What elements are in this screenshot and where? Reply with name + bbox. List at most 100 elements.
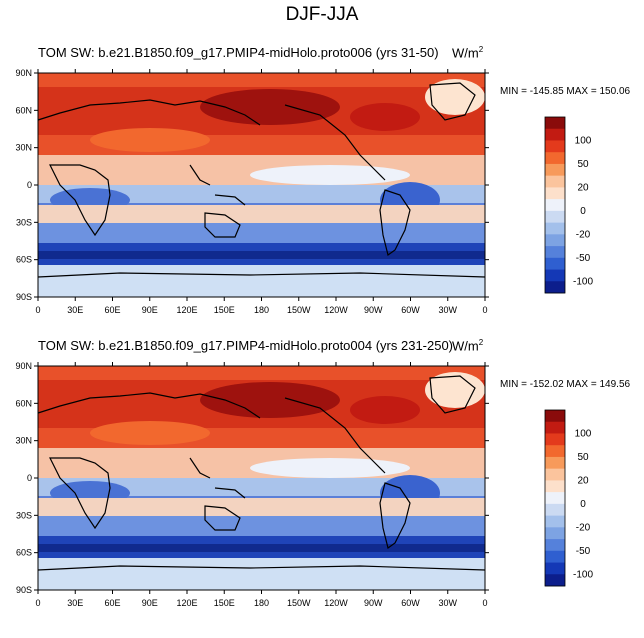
colorbar-swatch <box>545 550 565 563</box>
colorbar-swatch <box>545 210 565 223</box>
lat-ticks: 90N 60N 30N 0 30S 60S 90S <box>15 361 489 595</box>
colorbar-swatch <box>545 468 565 481</box>
lon-tick-label: 120E <box>176 305 197 315</box>
colorbar-swatch <box>545 117 565 130</box>
lon-tick-label: 90E <box>142 598 158 608</box>
lon-tick-label: 150E <box>214 305 235 315</box>
colorbar-label: 20 <box>577 182 589 193</box>
map-panel-2: TOM SW: b.e21.B1850.f09_g17.PIMP4-midHol… <box>0 338 644 638</box>
colorbar-label: 100 <box>575 135 592 146</box>
lat-tick-label: 0 <box>27 180 32 190</box>
colorbar-label: 100 <box>575 428 592 439</box>
lon-tick-label: 90E <box>142 305 158 315</box>
map-figure: 90N 60N 30N 0 30S 60S 90S 0 30E 60E 90E 120E 150E 18… <box>15 68 593 315</box>
colorbar-swatch <box>545 433 565 446</box>
map-panel-1: TOM SW: b.e21.B1850.f09_g17.PMIP4-midHol… <box>0 45 644 345</box>
lat-tick-label: 60N <box>15 398 32 408</box>
colorbar-swatch <box>545 527 565 540</box>
lon-tick-label: 150W <box>287 598 311 608</box>
colorbar-label: -20 <box>576 229 591 240</box>
colorbar-swatch <box>545 515 565 528</box>
colorbar-swatch <box>545 562 565 575</box>
lon-tick-label: 60W <box>401 305 420 315</box>
colorbar-swatch <box>545 199 565 212</box>
coastlines <box>37 82 486 278</box>
lat-tick-label: 30S <box>16 510 32 520</box>
colorbar-swatch <box>545 222 565 235</box>
colorbar-swatch <box>545 187 565 200</box>
colorbar-swatch <box>545 492 565 505</box>
lon-tick-label: 0 <box>35 305 40 315</box>
lon-tick-label: 60E <box>104 305 120 315</box>
lon-tick-label: 30W <box>438 598 457 608</box>
lon-tick-label: 60W <box>401 598 420 608</box>
colorbar: 100 50 20 0 -20 -50 -100 <box>544 409 593 587</box>
colorbar-frame <box>544 409 566 587</box>
lon-tick-label: 150W <box>287 305 311 315</box>
panel-title: TOM SW: b.e21.B1850.f09_g17.PIMP4-midHol… <box>38 338 454 353</box>
lon-tick-label: 150E <box>214 598 235 608</box>
colorbar-label: 50 <box>577 452 589 463</box>
colorbar-label: 20 <box>577 475 589 486</box>
colorbar-label: -20 <box>576 522 591 533</box>
colorbar-label: -50 <box>576 546 591 557</box>
lon-tick-label: 120W <box>324 598 348 608</box>
colorbar-swatch <box>545 140 565 153</box>
coastlines <box>37 375 486 571</box>
colorbar: 100 50 20 0 -20 -50 -100 <box>544 116 593 294</box>
lat-tick-label: 90S <box>16 292 32 302</box>
lat-tick-label: 30N <box>15 143 32 153</box>
units-label: W/m2 <box>452 338 484 354</box>
lon-tick-label: 0 <box>482 598 487 608</box>
lat-tick-label: 90N <box>15 361 32 371</box>
lon-tick-label: 90W <box>364 598 383 608</box>
lon-tick-label: 120W <box>324 305 348 315</box>
panel-title: TOM SW: b.e21.B1850.f09_g17.PMIP4-midHol… <box>38 45 439 60</box>
colorbar-swatch <box>545 421 565 434</box>
colorbar-swatch <box>545 163 565 176</box>
colorbar-swatch <box>545 539 565 552</box>
lon-tick-label: 0 <box>35 598 40 608</box>
lon-tick-label: 30W <box>438 305 457 315</box>
colorbar-label: -50 <box>576 253 591 264</box>
colorbar-swatch <box>545 574 565 587</box>
lat-tick-label: 90S <box>16 585 32 595</box>
colorbar-swatch <box>545 269 565 282</box>
colorbar-label: -100 <box>573 569 593 580</box>
colorbar-swatch <box>545 128 565 141</box>
colorbar-swatch <box>545 281 565 294</box>
colorbar-swatch <box>545 246 565 259</box>
lon-ticks: 0 30E 60E 90E 120E 150E 180 150W 120W 90W 60W 30W 0 <box>35 69 488 315</box>
lon-tick-label: 120E <box>176 598 197 608</box>
map-figure: 90N 60N 30N 0 30S 60S 90S 0 30E 60E 90E 120E 150E 18… <box>15 361 593 608</box>
figure-title: DJF-JJA <box>285 4 359 25</box>
lon-tick-label: 30E <box>67 305 83 315</box>
lat-tick-label: 0 <box>27 473 32 483</box>
colorbar-label: 0 <box>580 499 586 510</box>
map-field <box>38 366 485 590</box>
lon-tick-label: 90W <box>364 305 383 315</box>
colorbar-swatch <box>545 445 565 458</box>
colorbar-label: 50 <box>577 159 589 170</box>
colorbar-label: -100 <box>573 276 593 287</box>
colorbar-frame <box>544 116 566 294</box>
min-max-label: MIN = -152.02 MAX = 149.56 <box>500 379 631 390</box>
colorbar-label: 0 <box>580 206 586 217</box>
lon-tick-label: 180 <box>254 598 269 608</box>
colorbar-swatch <box>545 257 565 270</box>
lat-tick-label: 30S <box>16 217 32 227</box>
lon-tick-label: 30E <box>67 598 83 608</box>
lon-tick-label: 60E <box>104 598 120 608</box>
colorbar-swatch <box>545 234 565 247</box>
lat-tick-label: 60S <box>16 255 32 265</box>
lon-ticks: 0 30E 60E 90E 120E 150E 180 150W 120W 90W 60W 30W 0 <box>35 362 488 608</box>
units-label: W/m2 <box>452 45 484 61</box>
colorbar-swatch <box>545 175 565 188</box>
lat-tick-label: 60S <box>16 548 32 558</box>
colorbar-swatch <box>545 410 565 423</box>
min-max-label: MIN = -145.85 MAX = 150.06 <box>500 86 631 97</box>
lat-tick-label: 30N <box>15 436 32 446</box>
map-field <box>38 73 485 297</box>
lat-ticks: 90N 60N 30N 0 30S 60S 90S <box>15 68 489 302</box>
lat-tick-label: 90N <box>15 68 32 78</box>
